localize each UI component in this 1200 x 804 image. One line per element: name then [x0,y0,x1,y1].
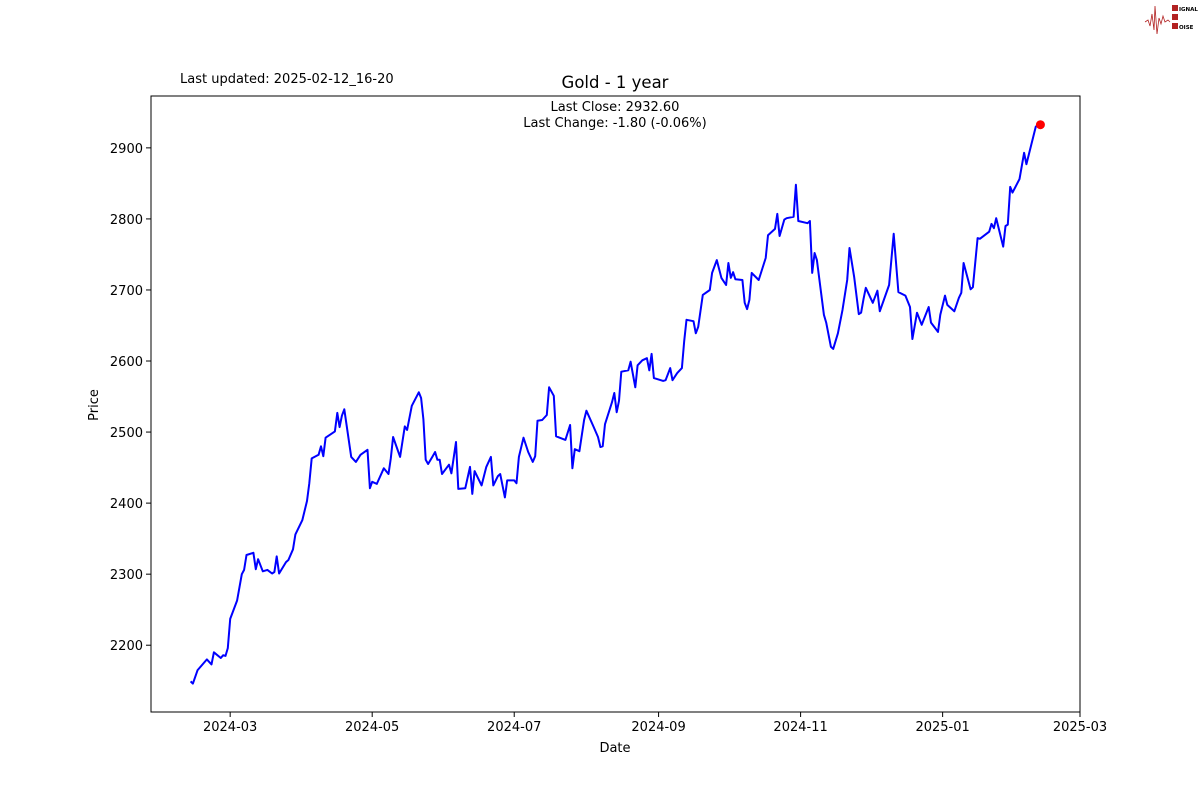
y-axis: 2200 2300 2400 2500 2600 2700 2800 2900 [110,142,151,654]
last-close-marker [1035,120,1045,130]
y-tick-label: 2400 [110,497,143,512]
x-tick-label: 2024-11 [773,720,827,735]
x-tick-label: 2025-01 [915,720,969,735]
y-tick-label: 2800 [110,213,143,228]
x-axis: 2024-03 2024-05 2024-07 2024-09 2024-11 2025-… [203,712,1107,735]
y-tick-label: 2500 [110,426,143,441]
x-tick-label: 2024-07 [487,720,541,735]
svg-text:OISE: OISE [1179,25,1194,31]
x-tick-label: 2024-03 [203,720,257,735]
plot-area [150,95,1081,713]
y-tick-label: 2600 [110,355,143,370]
last-change-annotation: Last Change: -1.80 (-0.06%) [523,116,706,131]
y-axis-label: Price [87,389,102,421]
x-tick-label: 2025-03 [1053,720,1107,735]
y-tick-label: 2900 [110,142,143,157]
x-tick-label: 2024-05 [345,720,399,735]
x-tick-label: 2024-09 [631,720,685,735]
y-tick-label: 2200 [110,639,143,654]
svg-text:IGNAL: IGNAL [1179,7,1198,13]
y-tick-label: 2300 [110,568,143,583]
chart-title: Gold - 1 year [562,73,669,92]
y-tick-label: 2700 [110,284,143,299]
logo: IGNAL OISE [1144,5,1198,35]
x-axis-label: Date [599,741,630,756]
last-close-annotation: Last Close: 2932.60 [551,100,680,115]
logo-wave-icon [1144,5,1171,35]
price-line [189,123,1041,685]
last-updated-label: Last updated: 2025-02-12_16-20 [180,72,394,87]
series-gold [189,120,1045,685]
